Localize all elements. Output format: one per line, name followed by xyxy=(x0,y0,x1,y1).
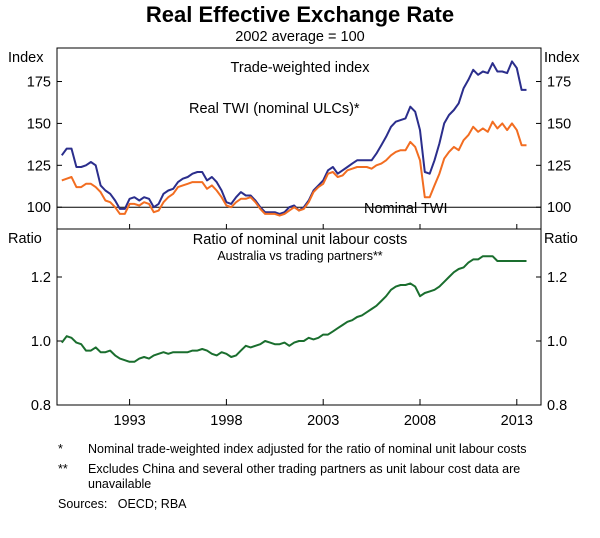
xtick-label: 1993 xyxy=(113,413,145,429)
ytick-label-left: 1.0 xyxy=(31,334,51,350)
series-line-ulc-ratio xyxy=(61,255,527,363)
ytick-label-left: 150 xyxy=(27,116,51,132)
top-panel-title: Trade-weighted index xyxy=(231,60,371,76)
xtick-label: 2003 xyxy=(307,413,339,429)
xtick-label: 1998 xyxy=(210,413,242,429)
legend-real-twi: Real TWI (nominal ULCs)* xyxy=(189,101,360,117)
ytick-label-left: 125 xyxy=(27,158,51,174)
xtick-label: 2008 xyxy=(404,413,436,429)
series-line-real-twi xyxy=(60,60,527,215)
footnote-2-mark: ** xyxy=(58,461,68,476)
xtick-label: 2013 xyxy=(501,413,533,429)
ytick-label-right: 1.2 xyxy=(547,270,567,286)
bottom-panel-ylabel-right: Ratio xyxy=(544,231,578,247)
ytick-label-right: 150 xyxy=(547,116,571,132)
chart-title: Real Effective Exchange Rate xyxy=(146,2,454,27)
footnote-1: * Nominal trade-weighted index adjusted … xyxy=(58,442,578,458)
top-panel-ylabel-left: Index xyxy=(8,50,44,66)
ytick-label-right: 175 xyxy=(547,75,571,91)
chart-canvas: Real Effective Exchange Rate 2002 averag… xyxy=(8,2,580,429)
footnote-2: ** Excludes China and several other trad… xyxy=(58,462,578,493)
chart-subtitle: 2002 average = 100 xyxy=(235,29,364,45)
footnote-2-text: Excludes China and several other trading… xyxy=(88,461,521,492)
ytick-label-left: 100 xyxy=(27,200,51,216)
series-line-nominal-twi xyxy=(61,120,527,217)
ytick-label-right: 100 xyxy=(547,200,571,216)
ytick-label-left: 0.8 xyxy=(31,398,51,414)
bottom-panel-ylabel-left: Ratio xyxy=(8,231,42,247)
ytick-label-right: 125 xyxy=(547,158,571,174)
ytick-label-left: 1.2 xyxy=(31,270,51,286)
footnote-1-mark: * xyxy=(58,442,63,456)
footnote-1-text: Nominal trade-weighted index adjusted fo… xyxy=(88,442,527,456)
plot-frame xyxy=(56,47,542,406)
bottom-panel-subtitle: Australia vs trading partners** xyxy=(217,249,382,263)
sources: Sources: OECD; RBA xyxy=(58,496,187,511)
legend-nominal-twi: Nominal TWI xyxy=(364,201,448,217)
top-panel-ylabel-right: Index xyxy=(544,50,580,66)
bottom-panel-title: Ratio of nominal unit labour costs xyxy=(193,232,407,248)
ytick-label-right: 0.8 xyxy=(547,398,567,414)
ytick-label-left: 175 xyxy=(27,75,51,91)
footnotes: * Nominal trade-weighted index adjusted … xyxy=(58,442,578,512)
ytick-label-right: 1.0 xyxy=(547,334,567,350)
